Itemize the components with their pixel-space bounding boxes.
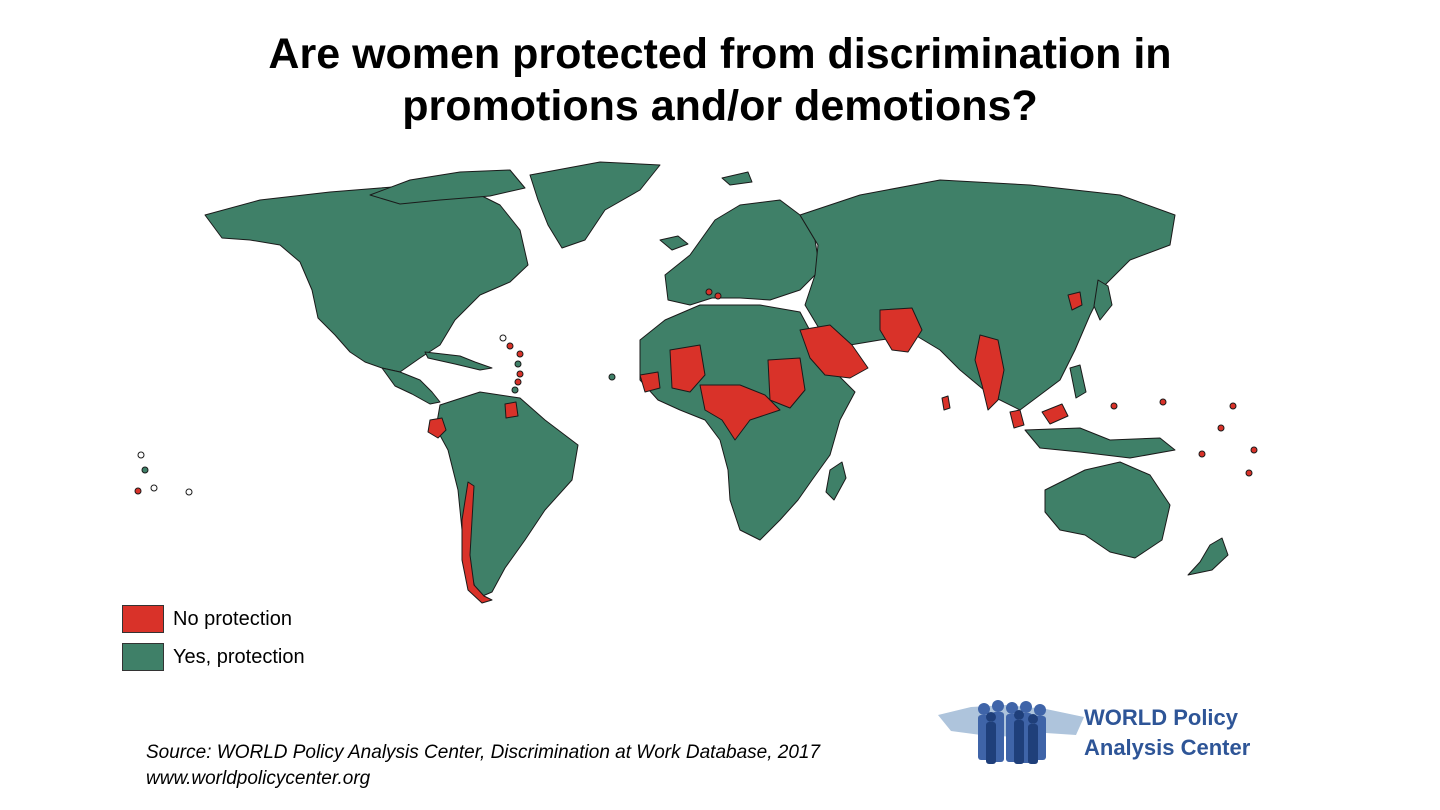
central-america [381, 367, 441, 405]
title-line-1: Are women protected from discrimination … [268, 30, 1172, 78]
australia [1044, 461, 1171, 559]
sri-lanka [941, 395, 951, 411]
island-marker [185, 488, 193, 496]
caribbean-islands [424, 351, 493, 371]
chile [461, 481, 493, 604]
southeast-asia-red [974, 334, 1005, 411]
island-marker [1245, 469, 1253, 477]
logo-people-graphic [938, 700, 1084, 764]
island-marker [608, 373, 616, 381]
island-marker [506, 342, 514, 350]
island-marker [137, 451, 145, 459]
island-marker [499, 334, 507, 342]
legend-item-no-protection: No protection [122, 604, 305, 634]
logo-line-1: WORLD Policy [1084, 705, 1239, 730]
island-marker [516, 370, 524, 378]
saudi-arabia [799, 324, 869, 379]
afghanistan-pakistan [879, 307, 923, 353]
south-america [435, 391, 579, 599]
legend-label: Yes, protection [173, 645, 305, 668]
philippines [1069, 364, 1087, 399]
island-marker [514, 360, 522, 368]
title-line-2: promotions and/or demotions? [402, 82, 1038, 130]
legend-item-yes-protection: Yes, protection [122, 642, 305, 672]
west-africa-red [639, 371, 661, 393]
source-url: www.worldpolicycenter.org [146, 768, 371, 789]
source-note: Source: WORLD Policy Analysis Center, Di… [146, 740, 820, 792]
island-marker [1110, 402, 1118, 410]
arctic-islands [369, 169, 526, 205]
new-zealand [1187, 537, 1229, 576]
page-title: Are women protected from discrimination … [0, 28, 1440, 132]
ecuador [427, 417, 447, 439]
legend-swatch-yes-protection [122, 643, 164, 671]
island-marker [514, 378, 522, 386]
island-marker [705, 288, 713, 296]
sudan [767, 357, 806, 409]
borneo-malaysia [1041, 403, 1069, 425]
suriname [504, 401, 519, 419]
map-legend: No protection Yes, protection [122, 604, 305, 680]
world-policy-logo: WORLD Policy Analysis Center [936, 695, 1276, 770]
japan [1093, 279, 1113, 321]
europe [664, 199, 821, 306]
logo-line-2: Analysis Center [1084, 735, 1251, 760]
iceland [659, 235, 689, 251]
island-marker [134, 487, 142, 495]
madagascar [825, 461, 847, 501]
island-marker [1229, 402, 1237, 410]
central-africa-red [699, 384, 781, 441]
legend-label: No protection [173, 607, 292, 630]
island-marker [511, 386, 519, 394]
island-marker [150, 484, 158, 492]
logo-text: WORLD Policy Analysis Center [1084, 703, 1250, 763]
legend-swatch-no-protection [122, 605, 164, 633]
island-marker [714, 292, 722, 300]
island-marker [1217, 424, 1225, 432]
island-marker [1198, 450, 1206, 458]
source-line: Source: WORLD Policy Analysis Center, Di… [146, 742, 821, 763]
north-korea [1067, 291, 1083, 311]
island-marker [141, 466, 149, 474]
island-marker [1250, 446, 1258, 454]
greenland [529, 161, 661, 249]
malaysia [1009, 409, 1025, 429]
mali-region [669, 344, 706, 393]
island-marker [516, 350, 524, 358]
north-america [204, 184, 529, 373]
indonesia [1024, 427, 1176, 459]
island-marker [1159, 398, 1167, 406]
arctic-europe [721, 171, 753, 186]
